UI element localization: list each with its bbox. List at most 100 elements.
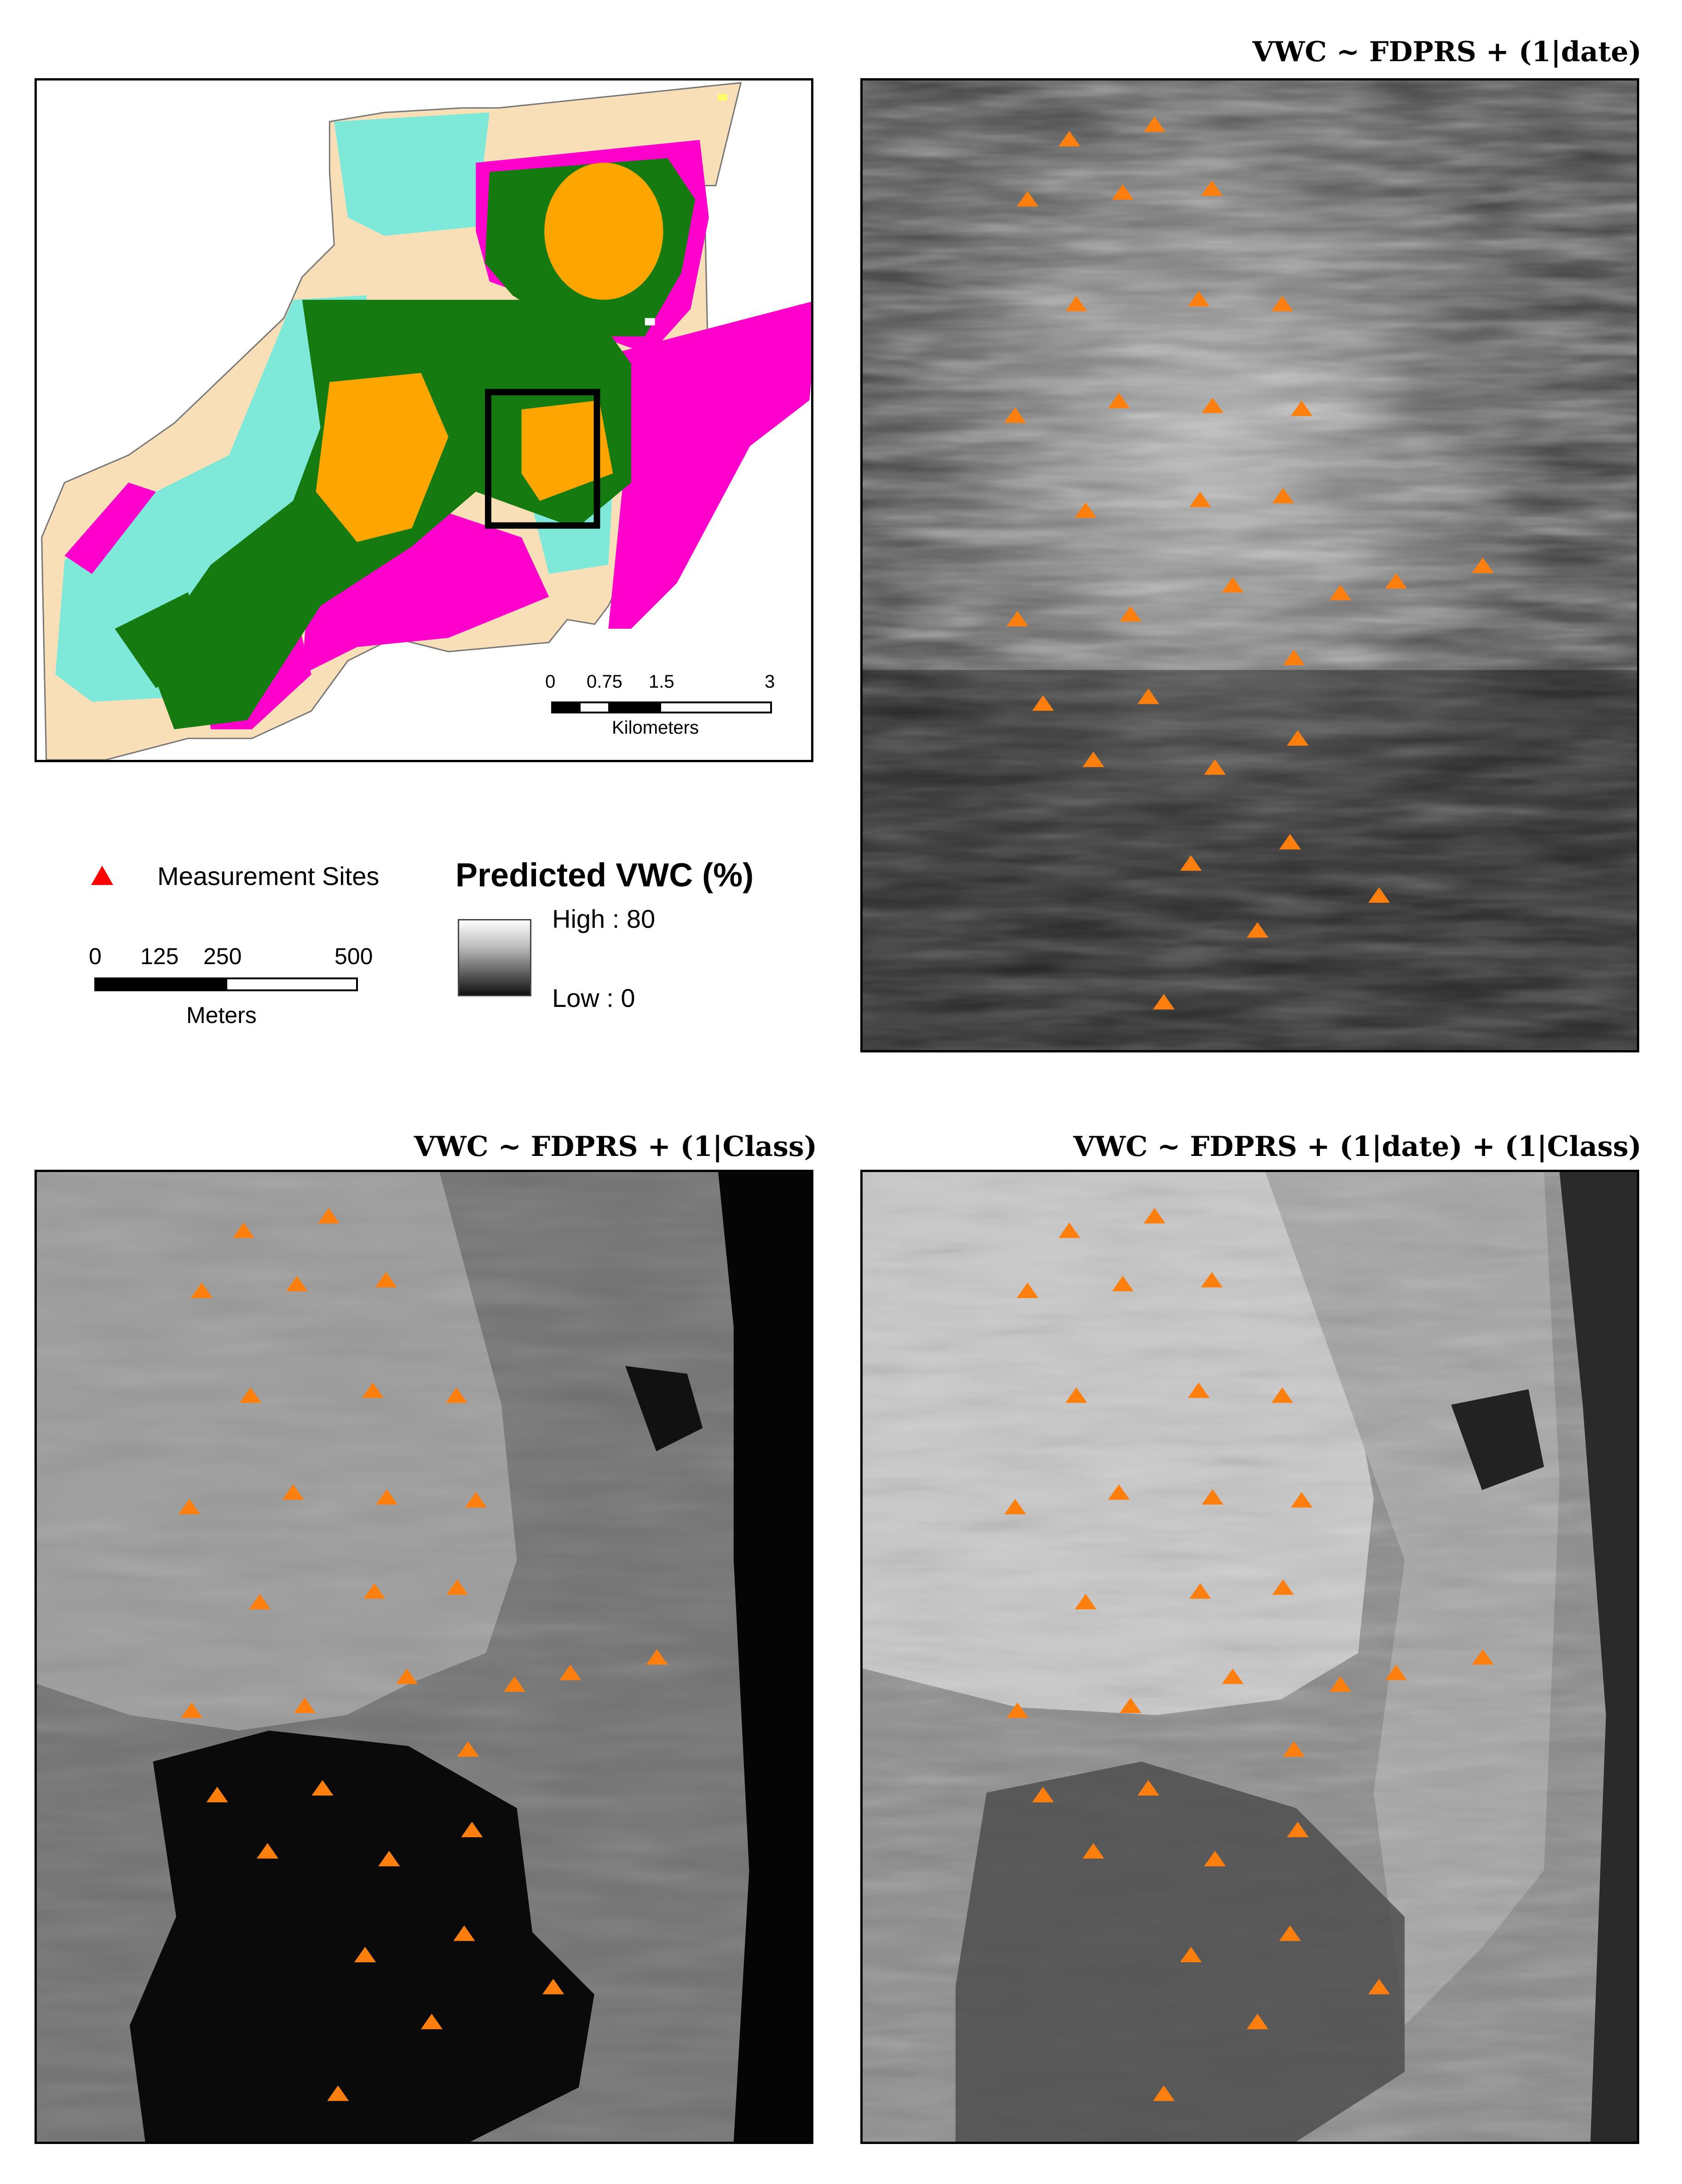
measurement-site-marker bbox=[256, 1843, 279, 1859]
vwc-map-class bbox=[35, 1170, 813, 2144]
measurement-site-marker bbox=[1007, 611, 1029, 626]
measurement-site-marker bbox=[1290, 1492, 1313, 1508]
measurement-site-marker bbox=[354, 1947, 376, 1963]
measurement-site-marker bbox=[1143, 1207, 1166, 1224]
measurement-site-marker bbox=[178, 1499, 201, 1515]
legend-sites-label: Measurement Sites bbox=[157, 862, 380, 891]
vwc-high-label: High : 80 bbox=[552, 904, 656, 933]
measurement-site-marker bbox=[503, 1676, 525, 1692]
measurement-site-marker bbox=[362, 1382, 384, 1398]
measurement-site-marker bbox=[465, 1492, 487, 1508]
measurement-site-marker bbox=[1180, 1947, 1202, 1963]
measurement-site-marker bbox=[1204, 1851, 1226, 1867]
measurement-site-marker bbox=[1108, 1484, 1130, 1500]
measurement-site-marker bbox=[327, 2085, 349, 2101]
measurement-site-marker bbox=[1007, 1702, 1029, 1718]
measurement-site-marker bbox=[376, 1489, 398, 1505]
raster-date bbox=[863, 80, 1637, 1050]
measurement-site-marker bbox=[311, 1780, 334, 1796]
inset-scale-bar bbox=[551, 701, 772, 713]
legend-scale-tick-1: 125 bbox=[140, 943, 179, 969]
measurement-site-marker bbox=[1290, 400, 1313, 416]
measurement-site-marker bbox=[1137, 1780, 1159, 1796]
measurement-site-marker bbox=[1004, 1499, 1026, 1515]
measurement-site-marker bbox=[190, 1282, 213, 1299]
measurement-site-marker bbox=[1032, 1787, 1054, 1803]
study-area-box bbox=[485, 389, 600, 529]
measurement-site-marker bbox=[1287, 730, 1309, 746]
measurement-site-marker bbox=[1189, 1583, 1211, 1599]
measurement-site-marker bbox=[396, 1668, 418, 1684]
measurement-site-marker bbox=[286, 1276, 308, 1292]
measurement-site-marker bbox=[1065, 295, 1088, 311]
measurement-site-marker bbox=[453, 1925, 475, 1941]
measurement-site-marker bbox=[1368, 887, 1390, 903]
measurement-site-marker bbox=[1472, 1649, 1494, 1665]
measurement-site-marker bbox=[1180, 855, 1202, 871]
measurement-site-marker bbox=[1058, 1222, 1080, 1238]
measurement-site-marker bbox=[1119, 606, 1141, 622]
panel-title-date: VWC ~ FDPRS + (1|date) bbox=[1252, 36, 1642, 68]
measurement-site-marker bbox=[294, 1697, 316, 1713]
measurement-site-marker bbox=[206, 1787, 228, 1803]
measurement-site-marker bbox=[1329, 1676, 1351, 1692]
vwc-map-date-class bbox=[860, 1170, 1639, 2144]
measurement-site-marker bbox=[1204, 759, 1226, 775]
raster-class bbox=[37, 1172, 811, 2142]
inset-scale-tick-2: 1.5 bbox=[649, 672, 674, 692]
measurement-site-marker bbox=[232, 1222, 254, 1238]
measurement-site-marker bbox=[1082, 1843, 1105, 1859]
measurement-site-marker bbox=[1385, 1664, 1407, 1680]
measurement-site-marker bbox=[1472, 557, 1494, 573]
measurement-site-marker bbox=[1283, 1741, 1305, 1757]
measurement-site-marker bbox=[457, 1741, 479, 1757]
measurement-site-marker bbox=[1153, 994, 1175, 1010]
measurement-site-marker bbox=[1272, 1579, 1294, 1595]
raster-date-class bbox=[863, 1172, 1637, 2142]
measurement-site-marker bbox=[446, 1579, 468, 1595]
measurement-site-marker bbox=[1385, 573, 1407, 589]
measurement-site-marker bbox=[1153, 2085, 1175, 2101]
measurement-site-marker bbox=[1108, 392, 1130, 408]
measurement-site-marker bbox=[1032, 695, 1054, 711]
legend-scale-tick-0: 0 bbox=[89, 943, 102, 969]
measurement-site-marker bbox=[363, 1583, 386, 1599]
measurement-site-marker bbox=[1058, 131, 1080, 147]
measurement-site-marker bbox=[1201, 180, 1223, 196]
measurement-site-marker bbox=[445, 1387, 467, 1403]
measurement-site-marker bbox=[181, 1702, 203, 1718]
measurement-site-marker bbox=[1143, 116, 1166, 132]
measurement-site-marker bbox=[1187, 1382, 1210, 1398]
measurement-site-marker bbox=[542, 1978, 565, 1994]
measurement-site-marker bbox=[1279, 1925, 1301, 1941]
measurement-site-marker bbox=[1016, 191, 1039, 207]
measurement-site-marker bbox=[1271, 1387, 1293, 1403]
legend-scale-tick-3: 500 bbox=[334, 943, 373, 969]
measurement-site-marker bbox=[420, 2013, 443, 2029]
panel-title-class: VWC ~ FDPRS + (1|Class) bbox=[414, 1131, 817, 1163]
measurement-site-marker bbox=[378, 1851, 400, 1867]
measurement-site-marker bbox=[1246, 2013, 1268, 2029]
measurement-site-marker bbox=[1112, 184, 1134, 200]
panel-title-date-class: VWC ~ FDPRS + (1|date) + (1|Class) bbox=[1073, 1131, 1642, 1163]
measurement-site-marker bbox=[1368, 1978, 1390, 1994]
measurement-site-marker bbox=[239, 1387, 262, 1403]
legend-scale-unit: Meters bbox=[186, 1002, 257, 1028]
measurement-site-marker bbox=[1202, 1489, 1224, 1505]
measurement-site-marker bbox=[1075, 502, 1097, 518]
measurement-site-marker bbox=[1329, 585, 1351, 600]
measurement-site-marker bbox=[1112, 1276, 1134, 1292]
measurement-site-marker bbox=[1016, 1282, 1039, 1299]
inset-scale-tick-1: 0.75 bbox=[587, 672, 622, 692]
measurement-site-marker bbox=[1283, 649, 1305, 666]
measurement-site-marker bbox=[1279, 833, 1301, 850]
measurement-site-marker bbox=[375, 1272, 397, 1287]
measurement-site-marker bbox=[1082, 751, 1105, 767]
measurement-site-marker bbox=[1189, 491, 1211, 507]
measurement-site-icon bbox=[91, 866, 113, 885]
vwc-gradient-bar bbox=[458, 919, 531, 996]
measurement-site-marker bbox=[1221, 1668, 1244, 1684]
measurement-site-marker bbox=[317, 1207, 340, 1224]
inset-scale-tick-0: 0 bbox=[545, 672, 556, 692]
measurement-site-marker bbox=[1075, 1593, 1097, 1609]
